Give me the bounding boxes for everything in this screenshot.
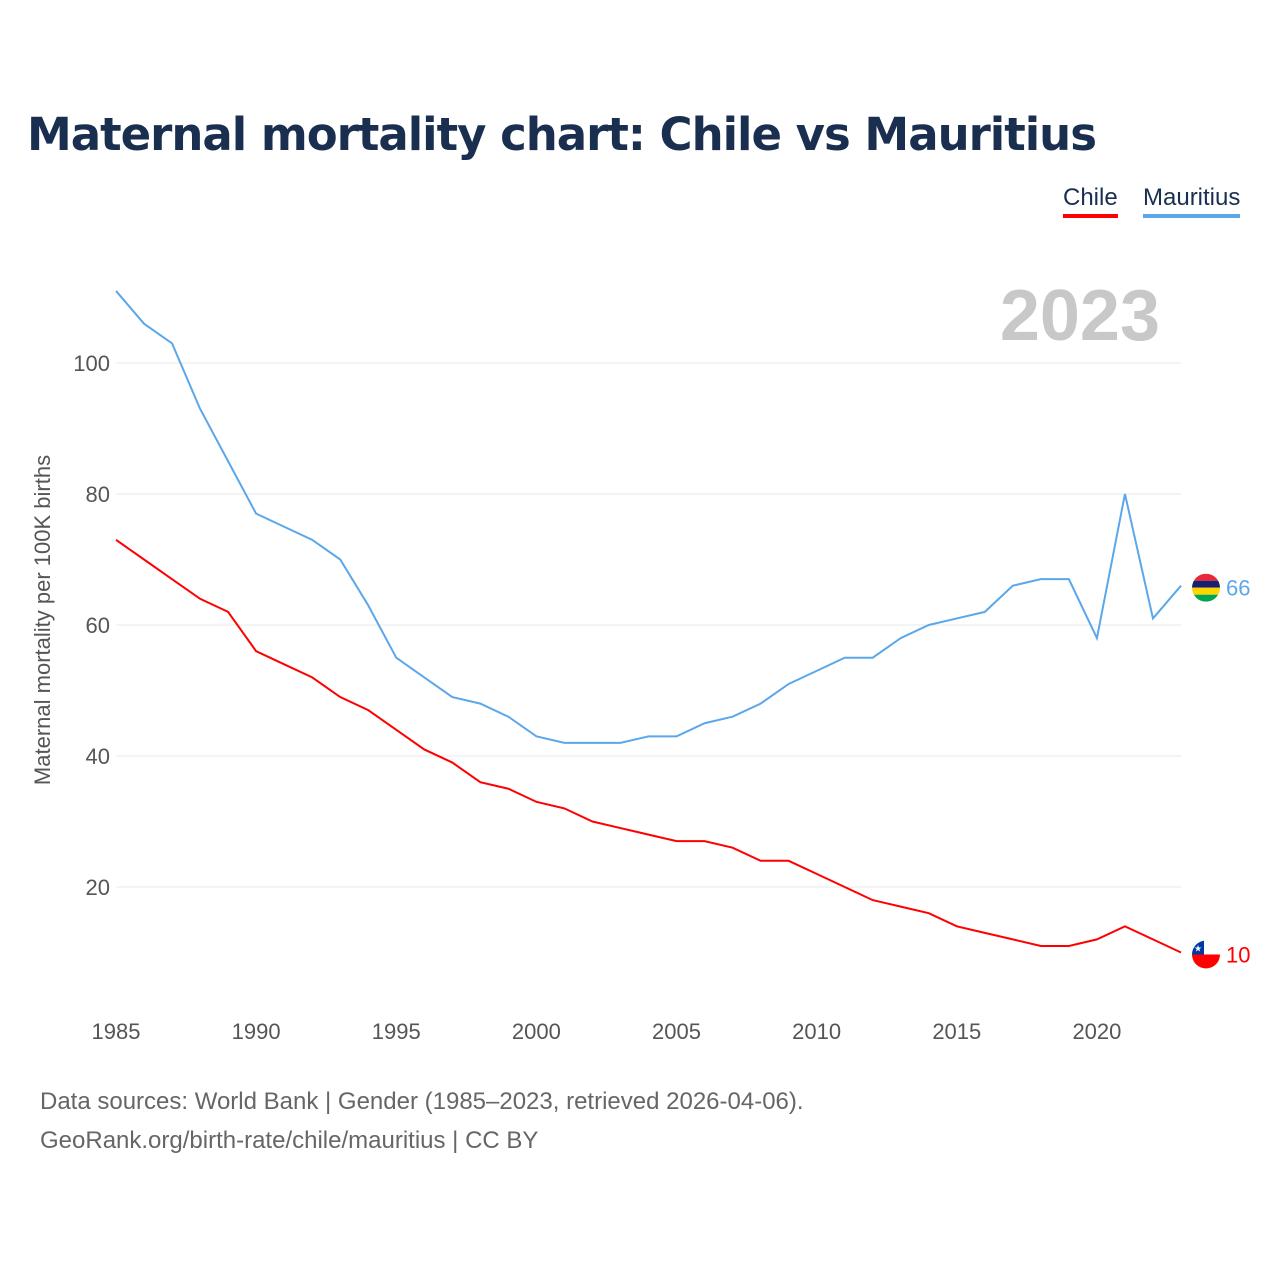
- chile-flag-icon: ★: [1192, 940, 1220, 969]
- chart-title: Maternal mortality chart: Chile vs Mauri…: [27, 108, 1097, 161]
- mauritius-end-value: 66: [1226, 576, 1250, 601]
- chile-end-value: 10: [1226, 943, 1250, 968]
- x-tick-label: 2000: [512, 1019, 561, 1044]
- y-tick-label: 80: [86, 482, 110, 507]
- x-tick-label: 1985: [92, 1019, 141, 1044]
- series-line-mauritius: [115, 290, 1182, 744]
- x-tick-label: 1990: [232, 1019, 281, 1044]
- legend-chile[interactable]: Chile: [1063, 184, 1118, 218]
- year-watermark: 2023: [1000, 276, 1160, 356]
- x-tick-label: 2005: [652, 1019, 701, 1044]
- y-tick-label: 20: [86, 875, 110, 900]
- y-tick-label: 60: [86, 613, 110, 638]
- x-tick-label: 2010: [792, 1019, 841, 1044]
- legend-mauritius[interactable]: Mauritius: [1143, 184, 1241, 218]
- mauritius-flag-icon: [1192, 573, 1220, 602]
- y-tick-label: 40: [86, 744, 110, 769]
- series-line-chile: [115, 539, 1182, 954]
- data-source: Data sources: World Bank | Gender (1985–…: [40, 1088, 804, 1115]
- x-tick-label: 1995: [372, 1019, 421, 1044]
- y-axis-label: Maternal mortality per 100K births: [30, 455, 55, 785]
- svg-text:★: ★: [1194, 944, 1202, 954]
- x-tick-label: 2015: [932, 1019, 981, 1044]
- x-tick-label: 2020: [1072, 1019, 1121, 1044]
- y-tick-label: 100: [73, 351, 110, 376]
- attribution[interactable]: GeoRank.org/birth-rate/chile/mauritius |…: [40, 1127, 539, 1154]
